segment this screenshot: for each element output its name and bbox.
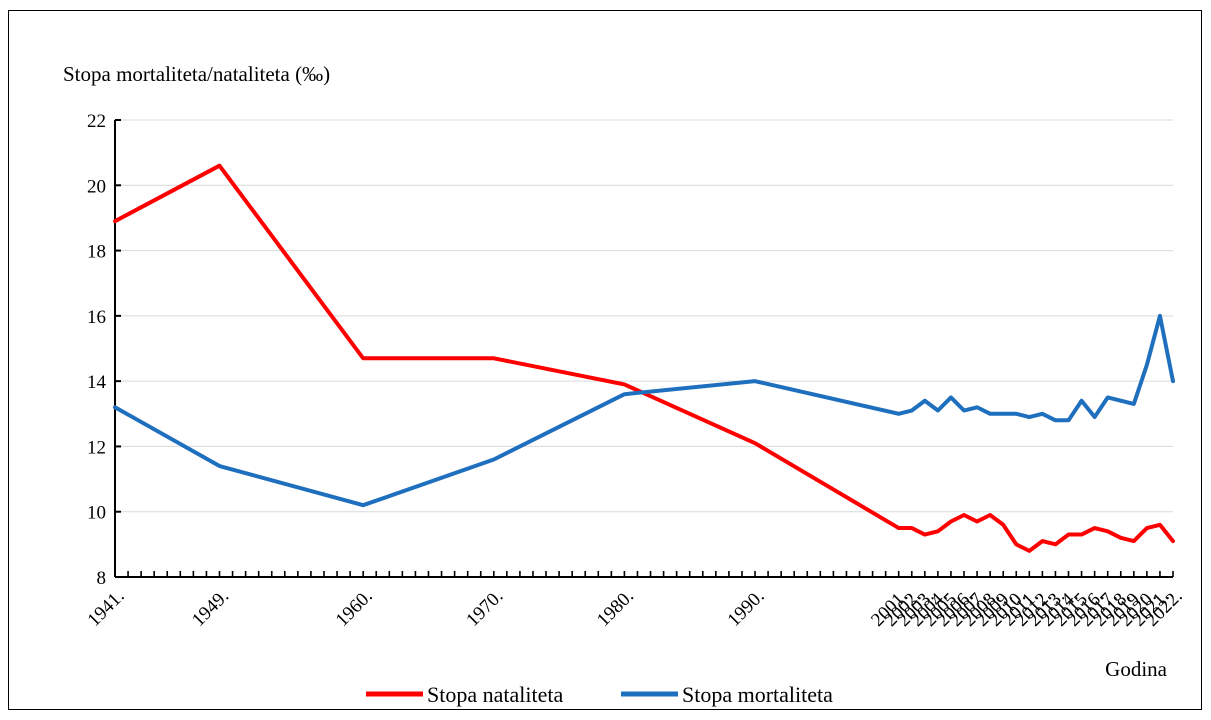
series-line-mortaliteta [113, 313, 1175, 508]
x-tick-labels: 1941. 1949. 1960. 1970. 1980. 1990. 2001.2002.… [84, 586, 1187, 631]
line-chart: 8 10 12 14 16 18 20 22 1941. 1949. 1960. 1970. 1980… [63, 62, 1187, 707]
y-tick-label: 22 [87, 111, 106, 132]
x-tick-label: 1960. [332, 586, 377, 631]
y-axis-title: Stopa mortaliteta/nataliteta (‰) [63, 62, 330, 86]
gridlines [115, 119, 1173, 513]
x-tick-label: 1980. [593, 586, 638, 631]
y-tick-label: 18 [87, 242, 106, 263]
y-tick-label: 12 [87, 437, 106, 458]
y-tick-label: 8 [97, 568, 107, 589]
legend: Stopa nataliteta Stopa mortaliteta [366, 682, 833, 707]
y-tick-label: 16 [87, 307, 106, 328]
y-tick-labels: 8 10 12 14 16 18 20 22 [87, 111, 107, 589]
series-line-nataliteta [113, 163, 1175, 553]
y-tick-label: 20 [87, 176, 106, 197]
x-tick-label: 1949. [188, 586, 233, 631]
axes [114, 119, 1174, 578]
x-axis-title: Godina [1105, 657, 1168, 681]
chart-frame: 8 10 12 14 16 18 20 22 1941. 1949. 1960. 1970. 1980… [8, 10, 1202, 710]
y-tick-label: 14 [87, 372, 107, 393]
x-tick-label: 1970. [462, 586, 507, 631]
y-tick-label: 10 [87, 503, 106, 524]
series-lines [113, 163, 1175, 553]
legend-label-mortaliteta: Stopa mortaliteta [682, 682, 833, 707]
x-tick-label: 1941. [84, 586, 129, 631]
x-tick-label: 1990. [724, 586, 769, 631]
legend-label-nataliteta: Stopa nataliteta [427, 682, 563, 707]
